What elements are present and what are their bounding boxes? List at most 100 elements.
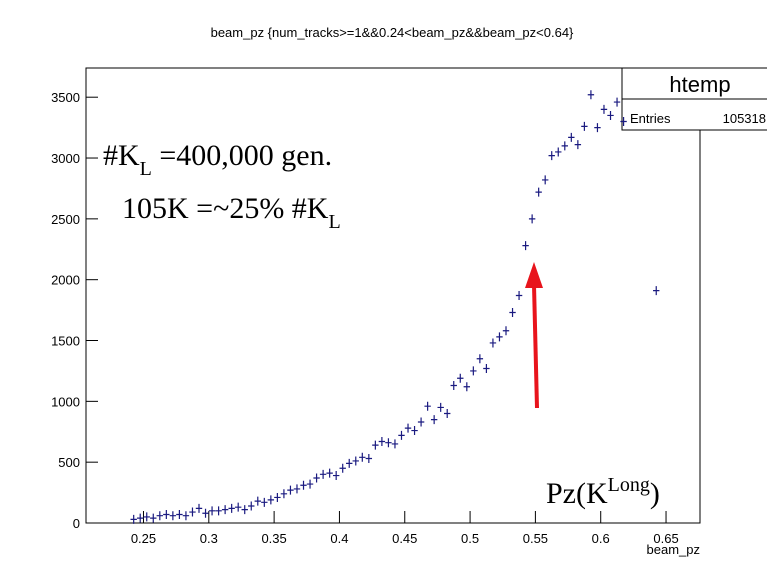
data-point — [496, 332, 503, 342]
data-point — [372, 440, 379, 450]
x-tick-label: 0.4 — [330, 531, 348, 546]
arrow-head — [525, 262, 543, 288]
data-point — [326, 468, 333, 478]
stats-title: htemp — [669, 72, 730, 97]
data-point — [574, 140, 582, 150]
data-point — [182, 511, 190, 521]
data-point — [404, 423, 412, 433]
x-tick-label: 0.6 — [592, 531, 610, 546]
data-point — [653, 286, 660, 296]
data-point — [130, 514, 137, 524]
data-point — [313, 473, 320, 483]
data-point — [437, 402, 444, 412]
annotation-sup: Long — [608, 474, 650, 496]
data-point — [450, 381, 457, 391]
data-point — [241, 505, 248, 515]
data-point — [568, 132, 575, 142]
data-point — [339, 463, 346, 473]
data-point — [150, 513, 157, 523]
y-tick-label: 2500 — [51, 212, 80, 227]
annotation-part: =400,000 gen. — [152, 139, 332, 172]
x-tick-label: 0.25 — [131, 531, 156, 546]
data-point — [391, 439, 399, 449]
data-point — [202, 508, 209, 518]
data-point — [287, 485, 294, 495]
y-tick-label: 2000 — [51, 273, 80, 288]
annotation: 105K =~25% #KL — [122, 192, 341, 233]
data-point — [444, 409, 451, 419]
annotation-part: #K — [103, 139, 140, 172]
data-point — [581, 121, 588, 131]
annotation-sub: L — [328, 211, 340, 233]
data-point — [515, 291, 523, 300]
data-point — [555, 147, 562, 157]
data-point — [189, 507, 196, 517]
arrow-shaft — [532, 284, 539, 409]
data-point — [522, 241, 529, 251]
data-point — [587, 90, 595, 100]
data-point — [594, 123, 601, 133]
annotation-part: Pz(K — [546, 477, 608, 510]
data-point — [234, 502, 242, 512]
y-tick-label: 0 — [73, 516, 80, 531]
data-point — [430, 415, 438, 425]
data-point — [600, 104, 608, 114]
y-tick-label: 500 — [58, 455, 80, 470]
y-tick-label: 1500 — [51, 334, 80, 349]
data-point — [548, 151, 555, 161]
data-point — [156, 511, 164, 521]
data-point — [176, 509, 183, 519]
frame — [85, 67, 701, 524]
data-point — [476, 354, 484, 364]
data-point — [620, 117, 627, 127]
data-point — [137, 513, 144, 523]
data-point — [502, 326, 510, 336]
data-point — [483, 363, 490, 373]
data-point — [300, 480, 307, 490]
data-point — [398, 430, 405, 440]
stats-value: 105318 — [723, 111, 766, 126]
data-point — [228, 503, 235, 513]
annotation-part: 105K =~25% #K — [122, 192, 329, 225]
data-point — [463, 382, 471, 392]
y-tick-label: 3000 — [51, 151, 80, 166]
data-point — [195, 503, 203, 513]
data-point — [528, 214, 536, 224]
data-point — [346, 458, 353, 468]
data-point — [254, 496, 261, 506]
x-tick-label: 0.3 — [200, 531, 218, 546]
x-axis-label: beam_pz — [647, 542, 700, 557]
annotation: Pz(KLong) — [546, 474, 660, 510]
x-tick-label: 0.65 — [653, 531, 678, 546]
data-point — [352, 456, 359, 466]
data-point — [378, 436, 386, 446]
chart-title: beam_pz {num_tracks>=1&&0.24<beam_pz&&be… — [211, 25, 574, 40]
data-point — [163, 509, 170, 519]
data-point — [332, 471, 340, 481]
data-point — [274, 492, 281, 502]
stats-label: Entries — [630, 111, 671, 126]
data-point — [607, 110, 614, 120]
data-point — [417, 417, 425, 427]
data-point — [509, 308, 516, 318]
data-point — [169, 511, 177, 521]
data-point — [280, 489, 288, 499]
data-point — [306, 479, 314, 489]
x-tick-label: 0.55 — [523, 531, 548, 546]
data-point — [535, 187, 542, 197]
x-tick-label: 0.5 — [461, 531, 479, 546]
data-point — [359, 452, 366, 462]
data-point — [143, 512, 150, 522]
annotation: #KL =400,000 gen. — [103, 139, 332, 180]
x-tick-label: 0.35 — [261, 531, 286, 546]
x-tick-label: 0.45 — [392, 531, 417, 546]
data-point — [561, 141, 568, 151]
data-point — [261, 497, 268, 507]
data-point — [613, 97, 621, 107]
data-point — [411, 426, 418, 436]
data-point — [365, 454, 373, 464]
data-point — [267, 495, 275, 505]
y-tick-label: 1000 — [51, 394, 80, 409]
